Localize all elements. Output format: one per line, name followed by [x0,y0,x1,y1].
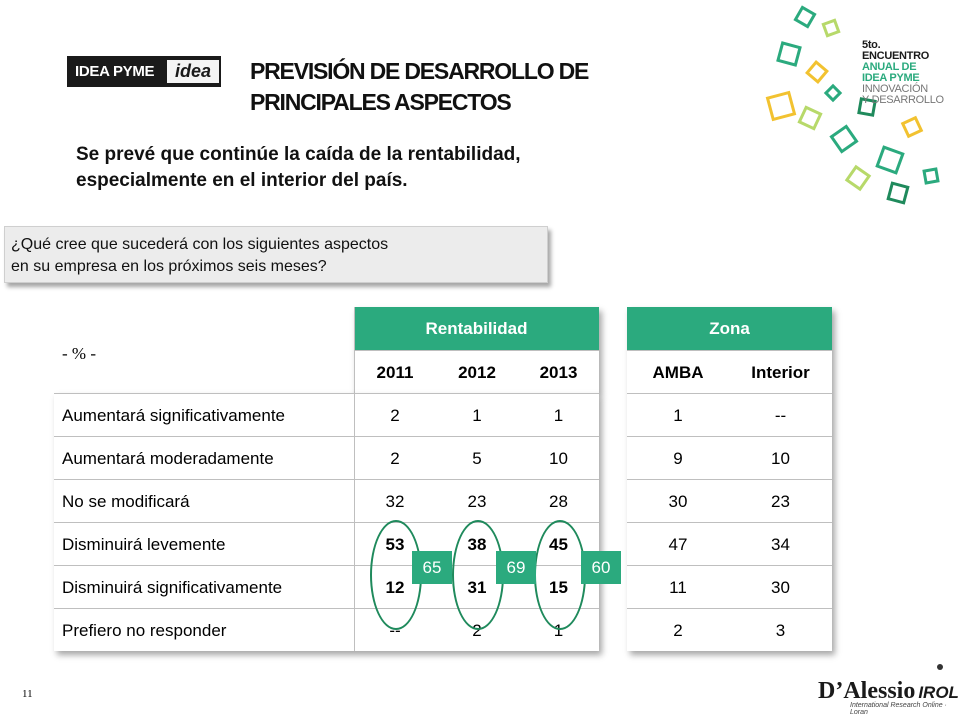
table-row: 1 -- [627,393,832,437]
question-line: ¿Qué cree que sucederá con los siguiente… [11,236,389,253]
title-line: PREVISIÓN DE DESARROLLO DE [250,58,589,84]
subtitle: Se prevé que continúe la caída de la ren… [76,142,656,194]
page-number: 11 [22,688,33,700]
logo-text: IDEA PYME [75,63,155,80]
row-label: Disminuirá significativamente [62,577,283,597]
unit-label: - % - [62,344,96,363]
event-logo-line: ENCUENTRO [862,50,929,62]
year-header: 2013 [539,362,578,382]
table-cell: 28 [549,491,568,511]
logo-idea-text: idea [167,60,219,83]
row-label: Aumentará significativamente [62,405,286,425]
table-cell: 1 [673,405,683,425]
event-logo-line: IDEA PYME [862,72,920,84]
zona-col-header: AMBA [652,362,704,382]
table-cell: 10 [549,448,568,468]
question-line: en su empresa en los próximos seis meses… [11,258,327,275]
idea-pyme-logo: IDEA PYME idea [67,56,221,87]
table-cell: 34 [771,534,790,554]
event-logo: 5to. ENCUENTRO ANUAL DE IDEA PYME INNOVA… [862,40,960,106]
table-cell: 32 [385,491,405,511]
subtitle-line: Se prevé que continúe la caída de la ren… [76,144,521,165]
table-row: No se modificará 32 23 28 [54,479,599,523]
rentabilidad-header-block: Rentabilidad 2011 2012 2013 [354,307,599,393]
table-cell: 23 [467,491,487,511]
brand-irol: IROL [918,683,959,702]
table-row: Aumentará moderadamente 2 5 10 [54,436,599,480]
table-cell: 10 [771,448,790,468]
event-logo-line: INNOVACIÓN [862,83,928,95]
page-title: PREVISIÓN DE DESARROLLO DE PRINCIPALES A… [250,56,670,118]
table-row: 47 34 [627,522,832,566]
brand-name: D’Alessio [818,678,916,704]
table-cell: -- [389,620,401,640]
table-row: Aumentará significativamente 2 1 1 [54,393,599,437]
table-cell: 30 [771,577,790,597]
table-cell: 11 [669,577,687,597]
table-row: 11 30 [627,565,832,609]
table-cell: 3 [775,620,786,640]
table-row: 2 3 [627,608,832,652]
table-row: Prefiero no responder -- 2 1 [54,608,599,652]
event-logo-line: ANUAL DE [862,61,917,73]
table-cell: 2 [390,448,400,468]
sum-badge: 65 [412,551,452,584]
event-decoration-graphic [765,5,940,205]
title-line: PRINCIPALES ASPECTOS [250,89,512,115]
table-cell: 2 [472,620,482,640]
zona-col-header: Interior [751,362,810,382]
sum-badge: 69 [496,551,536,584]
zona-header: Zona [627,307,832,350]
zona-header-row: AMBA Interior [627,350,832,394]
table-cell: 30 [668,491,688,511]
divider [354,307,355,393]
table-cell: -- [774,405,787,425]
table-cell: 2 [390,405,400,425]
row-label: No se modificará [62,491,190,511]
row-label: Prefiero no responder [62,620,227,640]
sum-badge: 60 [581,551,621,584]
row-label: Aumentará moderadamente [62,448,274,468]
table-cell: 2 [673,620,683,640]
year-header: 2011 [376,362,414,382]
table-cell: 47 [668,534,688,554]
table-cell: 5 [472,448,482,468]
highlight-oval [534,520,586,630]
table-cell: 23 [771,491,790,511]
event-logo-line: 5to. [862,39,881,51]
subtitle-line: especialmente en el interior del país. [76,170,408,191]
dalessio-logo: D’Alessio IROL [818,678,959,705]
rentabilidad-header: Rentabilidad [354,307,599,350]
row-label: Disminuirá levemente [62,534,226,554]
table-cell: 1 [472,405,482,425]
event-logo-line: Y DESARROLLO [862,94,944,106]
year-header: 2012 [458,362,496,382]
decorative-dot [937,664,943,670]
table-row: 30 23 [627,479,832,523]
zona-table: Zona AMBA Interior 1 -- 9 10 30 23 47 34… [627,307,832,651]
table-cell: 9 [673,448,683,468]
table-cell: 1 [553,620,564,640]
rentabilidad-table: Aumentará significativamente 2 1 1 Aumen… [54,393,599,651]
brand-tagline: International Research Online · Loran [850,702,947,716]
table-cell: 1 [553,405,564,425]
table-row: 9 10 [627,436,832,480]
year-header-row: 2011 2012 2013 [354,350,599,394]
question-box: ¿Qué cree que sucederá con los siguiente… [4,226,548,283]
